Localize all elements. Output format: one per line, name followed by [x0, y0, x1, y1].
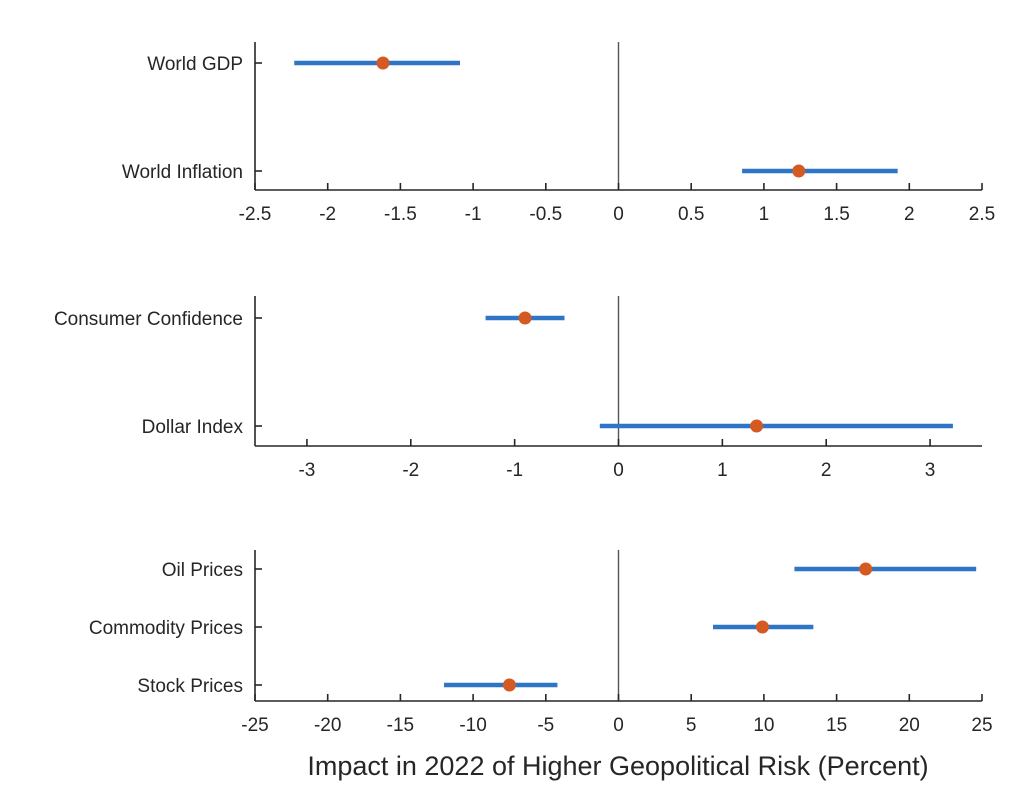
estimate-point [502, 678, 516, 692]
estimate-point [792, 164, 806, 178]
x-tick-label: -0.5 [529, 204, 562, 225]
panel-2: -3 -2 -1 0 1 2 3 Consumer Confidence Dollar Inde… [54, 296, 982, 481]
x-tick-label: -20 [314, 715, 341, 736]
x-tick-label: -2.5 [239, 204, 272, 225]
panel-3: -25 -20 -15 -10 -5 0 5 10 15 20 25 Oil Prices Commod… [89, 550, 993, 736]
x-tick-label: -1 [506, 460, 523, 481]
category-label: World GDP [147, 54, 243, 75]
category-label: Oil Prices [162, 560, 243, 581]
x-tick-label: -1 [465, 204, 482, 225]
x-tick-label: -25 [241, 715, 268, 736]
estimate-point [518, 311, 532, 325]
estimate-point [750, 419, 764, 433]
x-tick-label: -15 [387, 715, 414, 736]
x-tick-label: 1 [759, 204, 770, 225]
estimate-point [755, 620, 769, 634]
x-tick-label: -3 [298, 460, 315, 481]
x-tick-label: 0 [613, 715, 624, 736]
panel-1: -2.5 -2 -1.5 -1 -0.5 0 0.5 1 1.5 2 2.5 World GDP Wor… [122, 42, 995, 225]
estimate-point [376, 56, 390, 70]
x-tick-label: 2 [904, 204, 915, 225]
category-label: Commodity Prices [89, 618, 243, 639]
category-label: Stock Prices [137, 676, 243, 697]
x-tick-label: -2 [319, 204, 336, 225]
x-tick-label: -2 [402, 460, 419, 481]
x-tick-label: 20 [899, 715, 920, 736]
x-tick-label: -1.5 [384, 204, 417, 225]
x-tick-label: 15 [826, 715, 847, 736]
x-tick-label: 0.5 [678, 204, 704, 225]
x-tick-label: 10 [753, 715, 774, 736]
category-label: World Inflation [122, 162, 243, 183]
x-tick-label: 1 [717, 460, 728, 481]
x-tick-label: 1.5 [823, 204, 849, 225]
x-tick-label: 3 [925, 460, 936, 481]
x-tick-label: 2 [821, 460, 832, 481]
x-tick-label: 2.5 [969, 204, 995, 225]
x-tick-label: 0 [613, 204, 624, 225]
x-tick-label: 0 [613, 460, 624, 481]
x-tick-label: 5 [686, 715, 697, 736]
category-label: Dollar Index [142, 417, 244, 438]
x-tick-label: 25 [971, 715, 992, 736]
x-tick-label: -5 [537, 715, 554, 736]
category-label: Consumer Confidence [54, 309, 243, 330]
x-tick-label: -10 [459, 715, 486, 736]
estimate-point [859, 562, 873, 576]
x-axis-title: Impact in 2022 of Higher Geopolitical Ri… [307, 751, 928, 781]
